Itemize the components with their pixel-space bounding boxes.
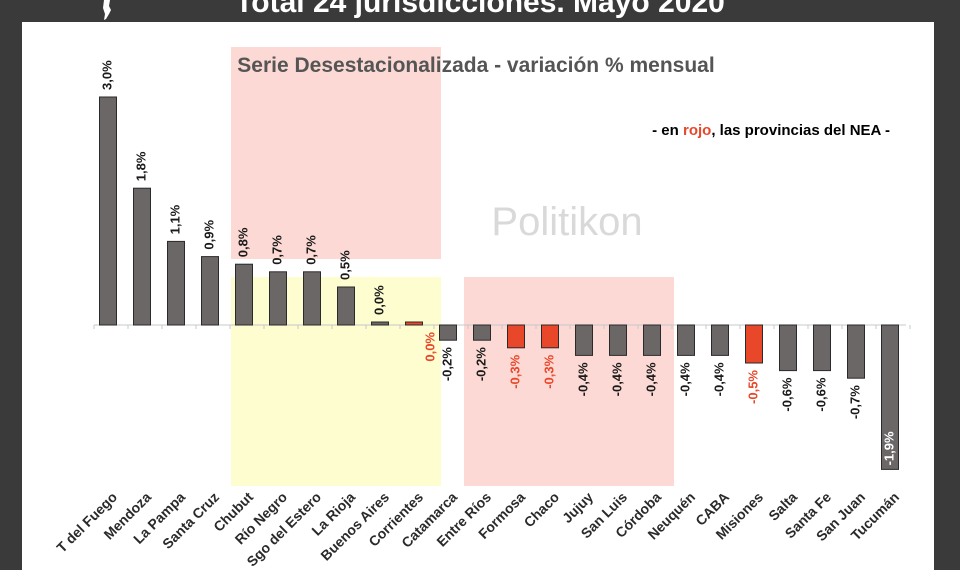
argentina-map-icon bbox=[103, 0, 111, 20]
bar-mendoza bbox=[133, 187, 151, 326]
bar-santa-cruz bbox=[201, 256, 219, 326]
value-label-santa-cruz: 0,9% bbox=[201, 220, 216, 250]
value-label-san-juan: -0,7% bbox=[847, 385, 862, 419]
header-title: Total 24 jurisdicciones. Mayo 2020 bbox=[235, 0, 725, 19]
bar-san-juan bbox=[847, 324, 865, 379]
bar-salta bbox=[779, 324, 797, 372]
header-bar: Total 24 jurisdicciones. Mayo 2020 bbox=[0, 0, 960, 22]
value-label-jujuy: -0,4% bbox=[575, 362, 590, 396]
chart-title: Serie Desestacionalizada - variación % m… bbox=[237, 54, 714, 77]
bar-sgo-del-estero bbox=[303, 271, 321, 326]
bar-san-luis bbox=[609, 324, 627, 356]
value-label-chaco: -0,3% bbox=[541, 354, 556, 388]
value-label-salta: -0,6% bbox=[779, 377, 794, 411]
value-label-neuquen: -0,4% bbox=[677, 362, 692, 396]
bar-rio-negro bbox=[269, 271, 287, 326]
watermark: Politikon bbox=[491, 200, 642, 244]
value-label-caba: -0,4% bbox=[711, 362, 726, 396]
background-decorations bbox=[231, 47, 674, 486]
value-label-mendoza: 1,8% bbox=[133, 151, 148, 181]
value-label-catamarca: -0,2% bbox=[439, 347, 454, 381]
value-label-la-rioja: 0,5% bbox=[337, 250, 352, 280]
background-block-yellow bbox=[231, 277, 441, 486]
bar-tucuman bbox=[881, 324, 899, 470]
value-label-rio-negro: 0,7% bbox=[269, 235, 284, 265]
bar-neuquen bbox=[677, 324, 695, 356]
bar-misiones bbox=[745, 324, 763, 364]
chart-note-prefix: - en bbox=[652, 122, 683, 139]
bar-chubut bbox=[235, 263, 253, 326]
value-label-formosa: -0,3% bbox=[507, 354, 522, 388]
value-label-tucuman: -1,9% bbox=[881, 431, 896, 465]
value-label-cordoba: -0,4% bbox=[643, 362, 658, 396]
bar-cordoba bbox=[643, 324, 661, 356]
bars bbox=[99, 96, 899, 470]
chart-panel: Politikon Serie Desestacionalizada - var… bbox=[22, 22, 934, 570]
bar-chart: Politikon Serie Desestacionalizada - var… bbox=[53, 47, 911, 570]
chart-note-suffix: , las provincias del NEA - bbox=[711, 122, 890, 139]
value-label-chubut: 0,8% bbox=[235, 227, 250, 257]
bar-corrientes bbox=[405, 321, 423, 326]
value-label-la-pampa: 1,1% bbox=[167, 204, 182, 234]
value-label-sgo-del-estero: 0,7% bbox=[303, 235, 318, 265]
chart-note-highlight: rojo bbox=[683, 122, 711, 139]
background-block-red-top bbox=[231, 47, 441, 259]
bar-chaco bbox=[541, 324, 559, 349]
category-label-chaco: Chaco bbox=[521, 489, 563, 531]
value-label-corrientes: 0,0% bbox=[422, 332, 437, 362]
value-label-santa-fe: -0,6% bbox=[813, 377, 828, 411]
value-label-san-luis: -0,4% bbox=[609, 362, 624, 396]
bar-santa-fe bbox=[813, 324, 831, 372]
chart-note: - en rojo, las provincias del NEA - bbox=[652, 122, 890, 139]
bar-jujuy bbox=[575, 324, 593, 356]
value-labels: 3,0% 1,8% 1,1% 0,9% 0,8% 0,7% 0,7% 0,5% 0,0% 0,0%… bbox=[99, 60, 896, 465]
value-label-misiones: -0,5% bbox=[745, 370, 760, 404]
bar-caba bbox=[711, 324, 729, 356]
bar-t-del-fuego bbox=[99, 96, 117, 326]
bar-la-rioja bbox=[337, 286, 355, 326]
bar-la-pampa bbox=[167, 240, 185, 326]
bar-catamarca bbox=[439, 324, 457, 341]
bar-buenos-aires bbox=[371, 321, 389, 326]
value-label-entre-rios: -0,2% bbox=[473, 347, 488, 381]
value-label-t-del-fuego: 3,0% bbox=[99, 60, 114, 90]
value-label-buenos-aires: 0,0% bbox=[371, 285, 386, 315]
axis bbox=[93, 324, 911, 329]
bar-formosa bbox=[507, 324, 525, 349]
background-block-red-bottom bbox=[464, 277, 674, 486]
bar-entre-rios bbox=[473, 324, 491, 341]
